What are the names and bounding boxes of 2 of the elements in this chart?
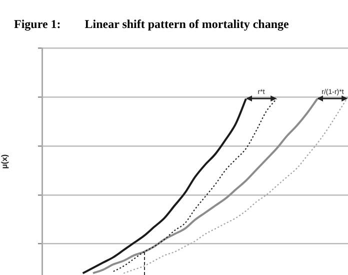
y-axis-title: µ(x): [0, 154, 10, 169]
chart-title: Figure 1: Linear shift pattern of mortality change: [14, 17, 289, 32]
